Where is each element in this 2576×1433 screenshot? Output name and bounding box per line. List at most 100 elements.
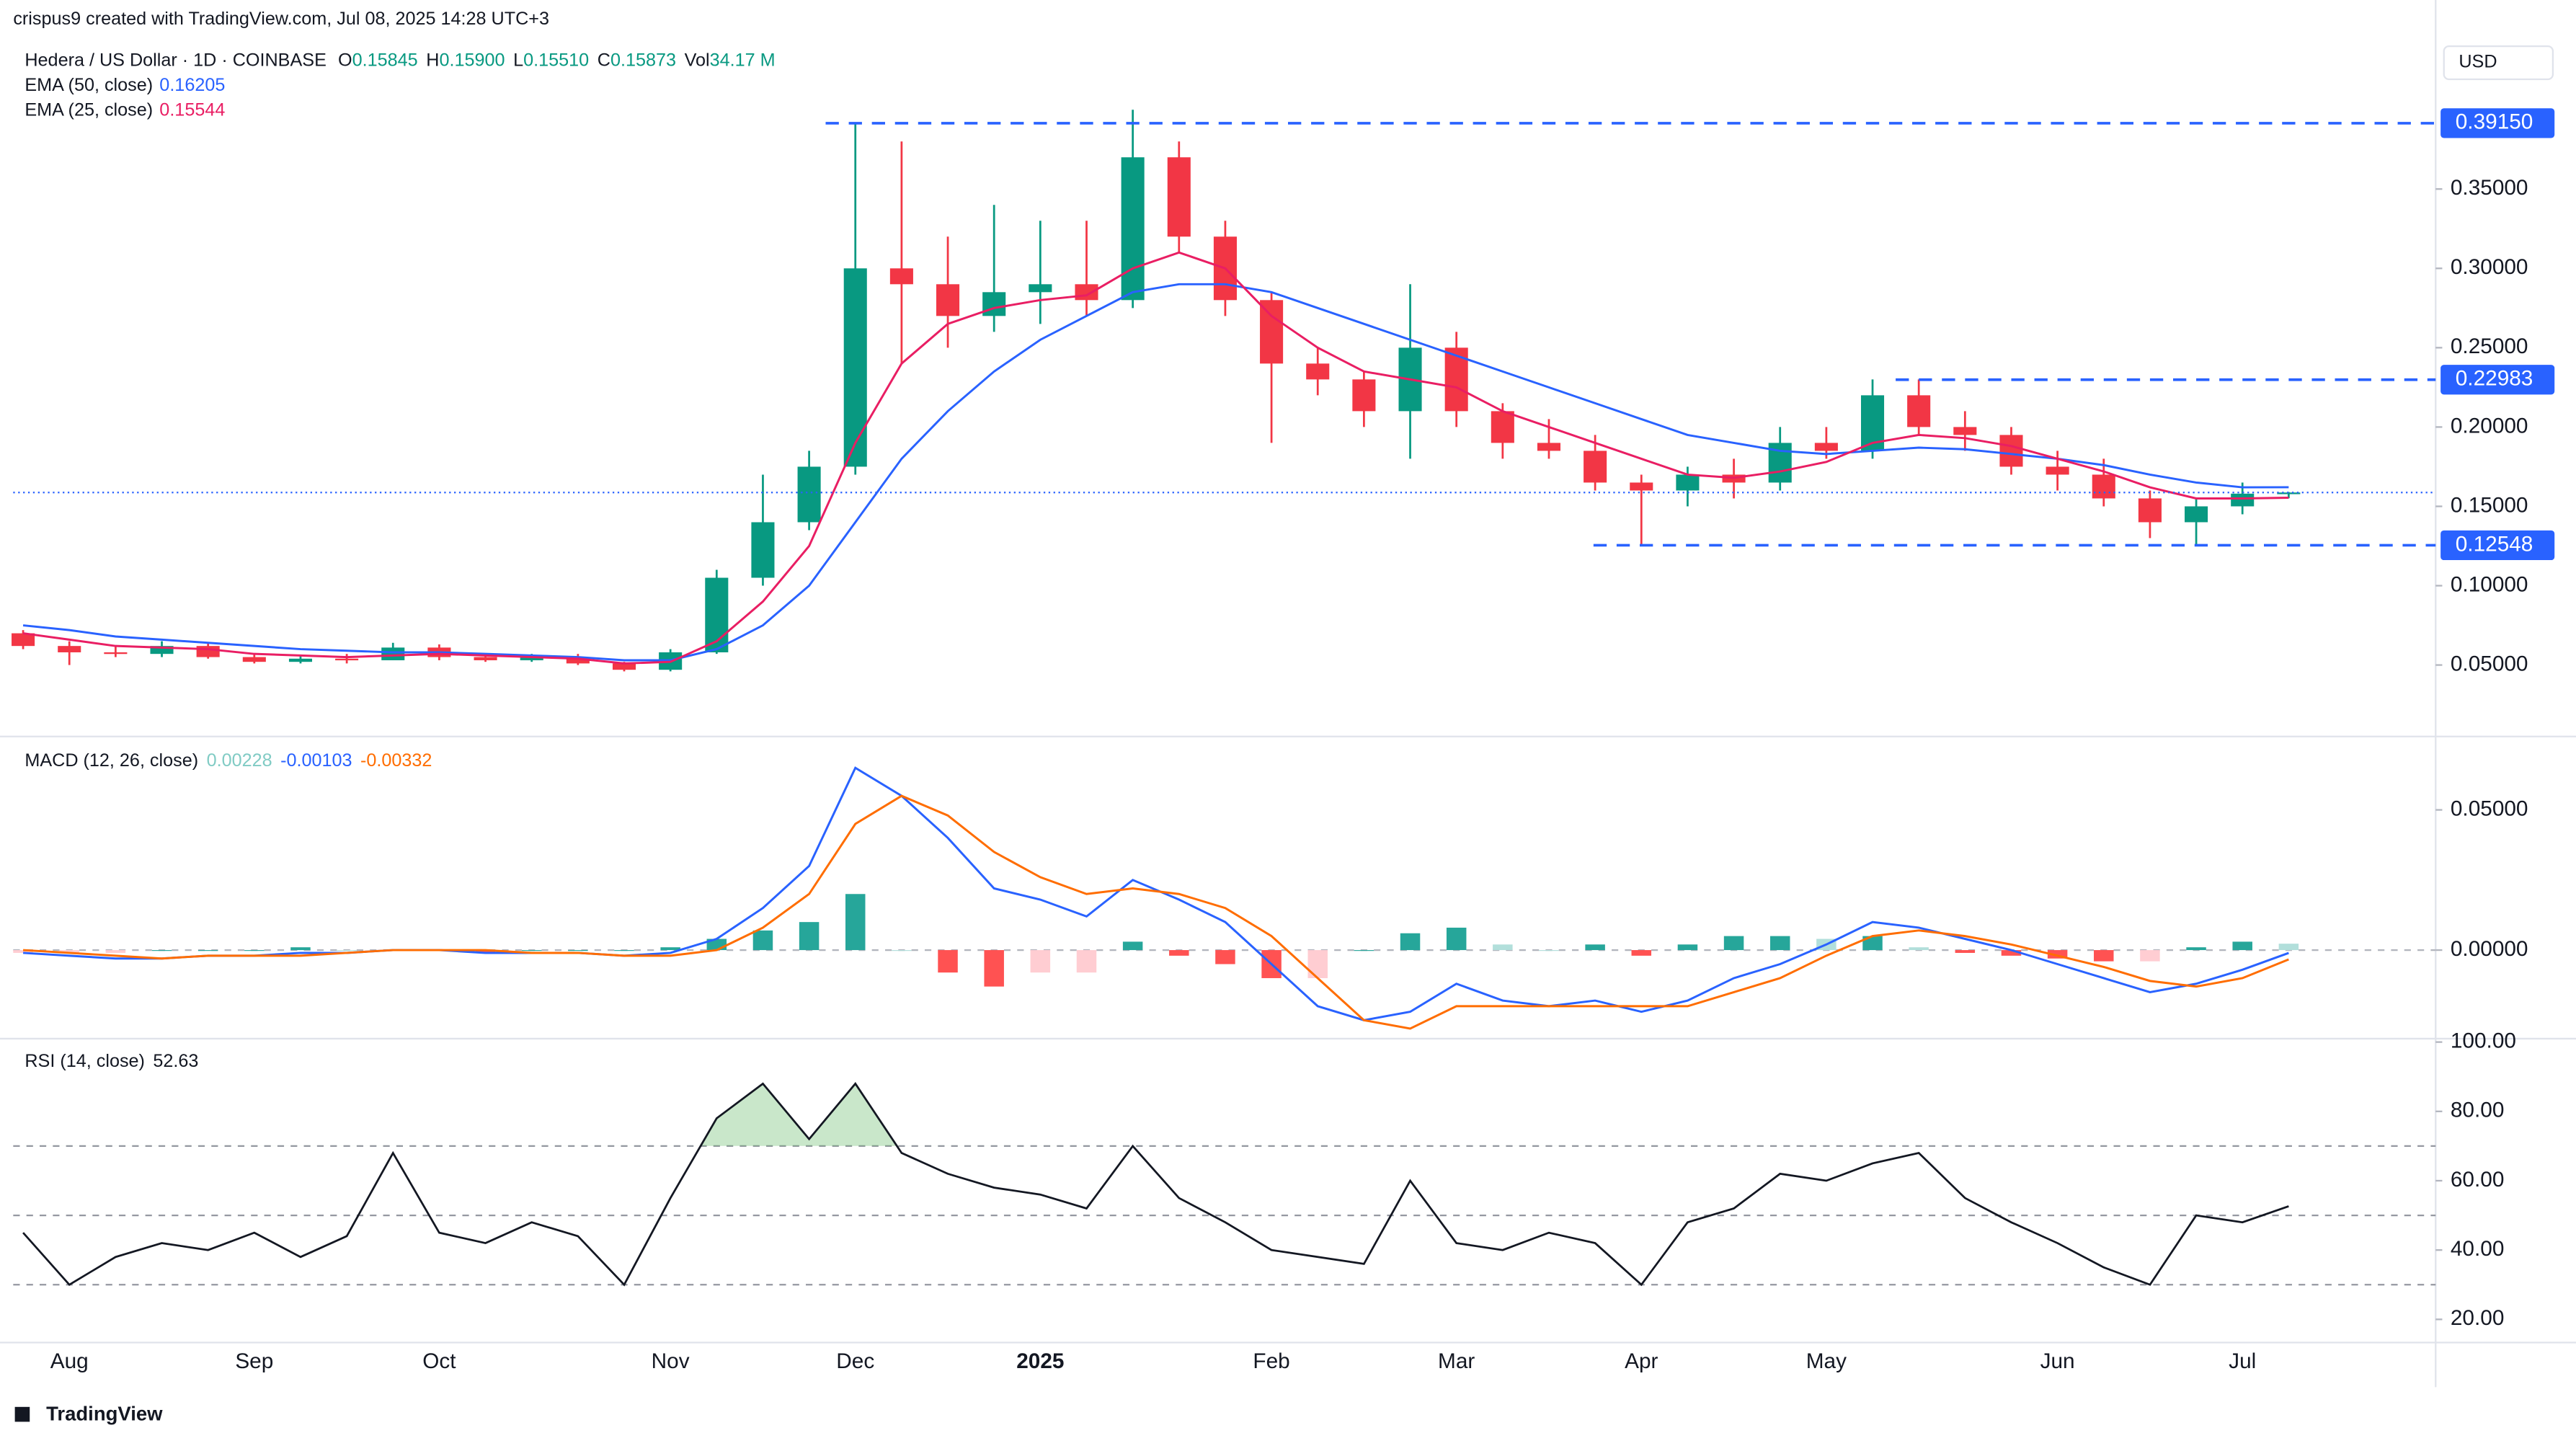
histogram-bar xyxy=(1122,941,1143,951)
histogram-bar xyxy=(59,950,79,953)
histogram-bar xyxy=(938,950,958,973)
candle-body xyxy=(12,633,35,647)
candle-body xyxy=(843,268,867,467)
y-tick-label: 0.00000 xyxy=(2451,937,2528,961)
candle-body xyxy=(2046,466,2069,475)
series-line xyxy=(22,283,2289,662)
histogram-bar xyxy=(1307,950,1328,978)
candle-body xyxy=(2231,493,2255,507)
legend-name: MACD (12, 26, close) xyxy=(25,750,198,771)
histogram-bar xyxy=(1354,950,1374,951)
ema-legend: EMA (25, close) 0.15544 xyxy=(25,99,225,120)
ohlc-value: 0.15510 xyxy=(523,50,589,70)
candle-body xyxy=(566,657,590,664)
level-label: 0.22983 xyxy=(2456,367,2533,391)
candle-body xyxy=(242,657,266,662)
candle-body xyxy=(1306,363,1330,380)
x-tick-label: Jul xyxy=(2229,1349,2256,1373)
candle-body xyxy=(1444,347,1468,412)
y-tick-label: 0.10000 xyxy=(2451,572,2528,596)
legend-value: 0.16205 xyxy=(159,75,225,95)
candle-body xyxy=(335,658,359,661)
ema-legend: EMA (50, close) 0.16205 xyxy=(25,75,225,95)
candle-body xyxy=(1167,157,1191,237)
histogram-bar xyxy=(2001,950,2022,956)
candle-body xyxy=(936,284,960,316)
histogram-bar xyxy=(151,950,172,951)
y-tick-label: 0.05000 xyxy=(2451,652,2528,675)
series-line xyxy=(22,794,2289,1030)
ohlc-key: Vol xyxy=(685,50,710,70)
y-tick-label: 40.00 xyxy=(2451,1237,2505,1261)
macd-legend: MACD (12, 26, close) 0.00228 -0.00103 -0.00… xyxy=(25,750,432,771)
legend-value: -0.00332 xyxy=(360,750,432,771)
histogram-bar xyxy=(2278,944,2299,951)
candle-body xyxy=(1491,411,1514,443)
legend-name: RSI (14, close) xyxy=(25,1051,145,1071)
histogram-bar xyxy=(845,894,866,951)
candle-body xyxy=(1953,427,1977,435)
histogram-bar xyxy=(2232,941,2252,951)
histogram-bar xyxy=(290,947,311,951)
x-tick-label: Mar xyxy=(1438,1349,1475,1373)
histogram-bar xyxy=(475,950,496,953)
currency[interactable]: USD xyxy=(2459,52,2497,72)
credit: crispus9 created with TradingView.com, J… xyxy=(13,9,549,29)
candle-body xyxy=(196,646,220,657)
candle-body xyxy=(104,652,128,655)
histogram-bar xyxy=(1862,936,1883,951)
candle-body xyxy=(982,292,1006,316)
y-tick-label: 100.00 xyxy=(2451,1029,2516,1053)
ohlc-key: C xyxy=(598,50,610,70)
symbol: Hedera / US Dollar · 1D · COINBASE xyxy=(25,50,327,70)
histogram-bar xyxy=(568,950,588,951)
histogram-bar xyxy=(2140,950,2160,962)
candle-body xyxy=(150,646,174,655)
candle-body xyxy=(2138,498,2162,523)
candle-body xyxy=(58,646,81,652)
candle-body xyxy=(751,522,775,578)
candle-body xyxy=(797,466,821,523)
x-tick-label: Apr xyxy=(1625,1349,1658,1373)
x-tick-label: Jun xyxy=(2040,1349,2075,1373)
candle-body xyxy=(288,658,313,662)
histogram-bar xyxy=(1585,944,1605,951)
candle-body xyxy=(1630,482,1653,491)
histogram-bar xyxy=(660,947,680,951)
histogram-bar xyxy=(2186,947,2206,951)
histogram-bar xyxy=(337,950,357,951)
candle-body xyxy=(1352,379,1376,412)
histogram-bar xyxy=(13,950,33,953)
currency-box[interactable] xyxy=(2443,45,2554,81)
histogram-bar xyxy=(1215,950,1235,964)
y-tick-label: 0.25000 xyxy=(2451,334,2528,358)
histogram-bar xyxy=(2094,950,2114,962)
histogram-bar xyxy=(1677,944,1698,951)
candle-body xyxy=(1121,157,1145,301)
legend-name: EMA (25, close) xyxy=(25,99,153,120)
x-tick-label: 2025 xyxy=(1016,1349,1064,1373)
series-line xyxy=(22,1082,2289,1287)
histogram-bar xyxy=(1169,950,1189,956)
candle-body xyxy=(1676,474,1700,491)
series-line xyxy=(22,251,2289,665)
candle-body xyxy=(1260,300,1284,364)
legend-value: 0.15544 xyxy=(159,99,225,120)
y-tick-label: 60.00 xyxy=(2451,1168,2505,1192)
candle-body xyxy=(474,657,497,660)
x-tick-label: Oct xyxy=(422,1349,456,1373)
histogram-bar xyxy=(892,950,912,951)
legend-name: EMA (50, close) xyxy=(25,75,153,95)
histogram-bar xyxy=(1769,936,1790,951)
y-tick-label: 0.30000 xyxy=(2451,255,2528,279)
candle-body xyxy=(1584,451,1607,483)
histogram-bar xyxy=(752,930,773,951)
histogram-bar xyxy=(1723,936,1744,951)
histogram-bar xyxy=(1076,950,1097,973)
x-tick-label: Sep xyxy=(235,1349,273,1373)
ohlc-value: 0.15873 xyxy=(610,50,676,70)
candle-body xyxy=(1075,284,1098,301)
ohlc-key: O xyxy=(338,50,352,70)
histogram-bar xyxy=(105,950,126,953)
